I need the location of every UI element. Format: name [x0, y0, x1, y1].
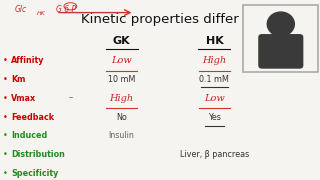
Text: Insulin: Insulin: [109, 131, 134, 140]
Text: Specificity: Specificity: [11, 169, 59, 178]
Text: No: No: [116, 112, 127, 122]
Text: Low: Low: [111, 56, 132, 65]
Text: G 6 P: G 6 P: [56, 5, 76, 14]
Text: HK: HK: [205, 36, 223, 46]
Text: Induced: Induced: [11, 131, 47, 140]
Text: –: –: [69, 93, 73, 102]
Text: High: High: [109, 94, 134, 103]
Text: 10 mM: 10 mM: [108, 75, 135, 84]
Text: •: •: [3, 150, 8, 159]
Text: Kinetic properties differ: Kinetic properties differ: [81, 13, 239, 26]
Text: HK: HK: [37, 11, 46, 16]
Text: High: High: [202, 56, 227, 65]
Text: •: •: [3, 75, 8, 84]
Text: •: •: [3, 131, 8, 140]
Text: Affinity: Affinity: [11, 56, 45, 65]
Text: •: •: [3, 56, 8, 65]
Text: Liver, β pancreas: Liver, β pancreas: [180, 150, 249, 159]
FancyBboxPatch shape: [258, 34, 303, 69]
Text: Distribution: Distribution: [11, 150, 65, 159]
Text: Vmax: Vmax: [11, 94, 36, 103]
Text: Low: Low: [204, 94, 225, 103]
Text: 0.1 mM: 0.1 mM: [199, 75, 229, 84]
Text: Km: Km: [11, 75, 26, 84]
Text: •: •: [3, 169, 8, 178]
Text: Yes: Yes: [208, 112, 221, 122]
Circle shape: [267, 12, 294, 36]
Text: •: •: [3, 94, 8, 103]
Text: Glc: Glc: [14, 5, 27, 14]
Text: Feedback: Feedback: [11, 112, 54, 122]
Text: •: •: [3, 112, 8, 122]
Text: GK: GK: [113, 36, 131, 46]
